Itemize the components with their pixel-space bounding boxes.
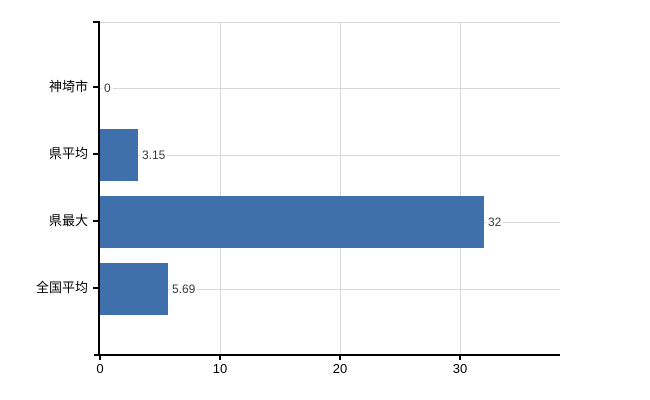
bar [100,196,484,248]
value-label: 32 [486,214,504,230]
plot-area: 0 3.15 32 5.69 [98,22,560,355]
x-axis-tick-label: 10 [212,361,228,376]
category-gridline [100,288,560,290]
vertical-gridline [220,23,221,355]
category-gridline [100,154,560,156]
value-label: 5.69 [170,281,198,297]
category-tick [93,220,100,222]
x-axis-line [94,354,560,356]
vertical-gridline [460,23,461,355]
x-axis-tick [459,356,462,360]
category-tick [93,86,100,88]
vertical-gridline [340,23,341,355]
category-label: 県平均 [48,146,88,161]
bar [100,263,168,315]
x-axis-tick [339,356,342,360]
category-tick [93,153,100,155]
y-axis-top-tick [93,21,100,23]
category-label: 全国平均 [35,280,88,295]
x-axis-tick [219,356,221,360]
x-axis-tick-label: 0 [96,361,104,376]
x-axis-tick-label: 20 [332,361,348,376]
category-label: 県最大 [48,213,88,228]
value-label: 0 [102,80,113,96]
y-axis-line [98,23,100,355]
category-tick [93,287,100,289]
category-gridline [100,87,560,89]
category-label: 神埼市 [48,79,88,94]
bar [100,129,138,181]
x-axis-tick [99,356,101,360]
value-label: 3.15 [140,147,168,163]
x-axis-tick-label: 30 [452,361,468,376]
